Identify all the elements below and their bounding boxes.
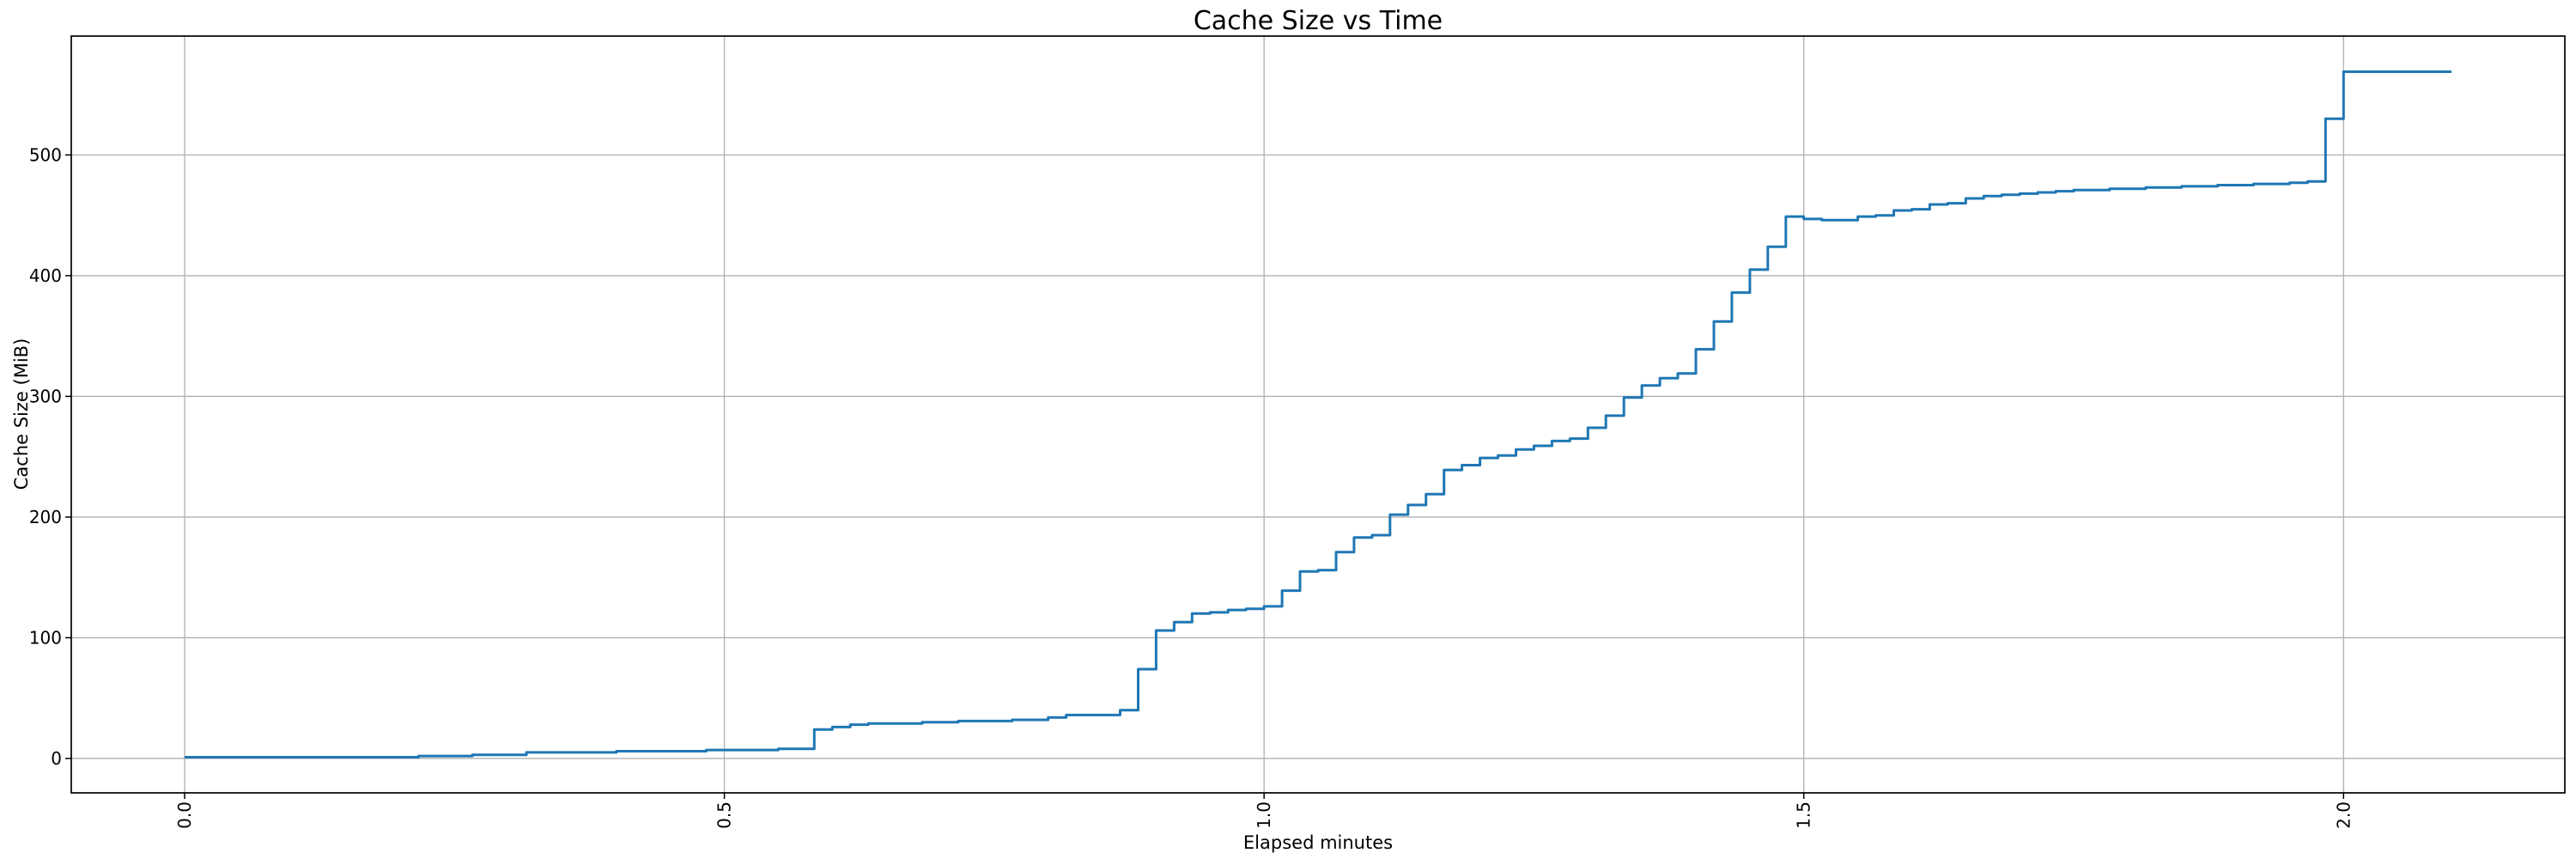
y-tick-label: 100 bbox=[29, 627, 62, 648]
y-tick-label: 200 bbox=[29, 507, 62, 527]
x-tick-label: 1.5 bbox=[1794, 801, 1814, 829]
y-axis-label: Cache Size (MiB) bbox=[11, 338, 32, 490]
chart-title: Cache Size vs Time bbox=[1194, 6, 1443, 36]
label-layer: Cache Size vs Time Elapsed minutes Cache… bbox=[11, 6, 1443, 853]
plot-border bbox=[70, 35, 2566, 794]
x-tick-label: 1.0 bbox=[1254, 801, 1274, 829]
x-axis-label: Elapsed minutes bbox=[1243, 832, 1393, 853]
y-tick-label: 500 bbox=[29, 144, 62, 165]
x-tick-label: 0.0 bbox=[174, 801, 195, 829]
y-tick-label: 400 bbox=[29, 265, 62, 286]
cache-size-line bbox=[185, 70, 2451, 758]
grid-layer bbox=[71, 36, 2565, 793]
axes-layer: 0.0 0.5 1.0 1.5 2.0 0 100 200 300 400 500 bbox=[29, 35, 2566, 829]
series-layer bbox=[185, 70, 2451, 758]
x-tick-label: 0.5 bbox=[714, 801, 735, 829]
x-tick-label: 2.0 bbox=[2333, 801, 2354, 829]
y-tick-label: 300 bbox=[29, 386, 62, 406]
y-tick-label: 0 bbox=[51, 748, 62, 769]
